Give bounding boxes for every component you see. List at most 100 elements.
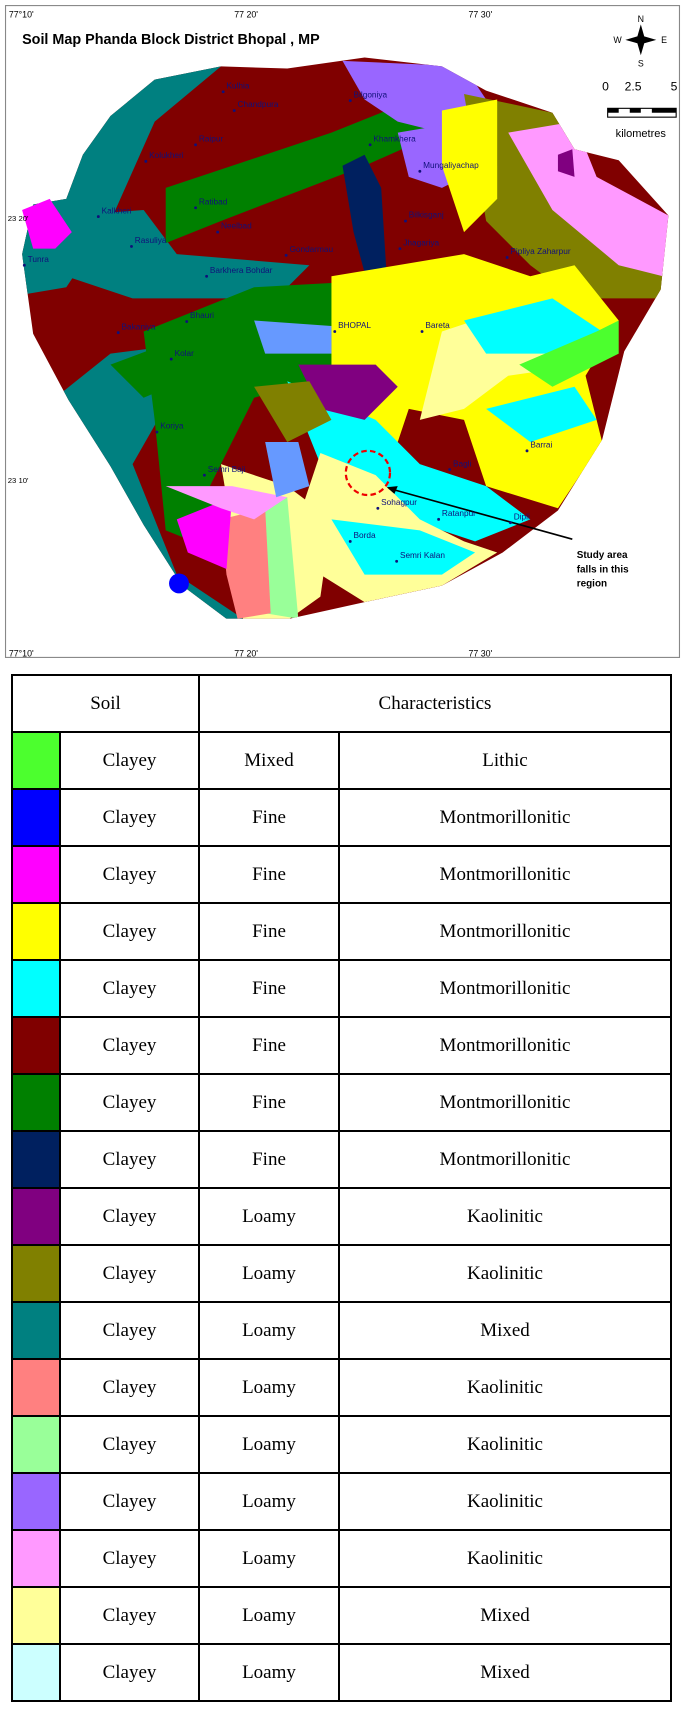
swatch-cell — [11, 959, 61, 1018]
latitude-label: 23 20' — [8, 214, 29, 223]
legend-cell: Loamy — [198, 1301, 340, 1360]
legend-cell: Loamy — [198, 1187, 340, 1246]
legend-cell: Montmorillonitic — [338, 1016, 672, 1075]
place-dot — [398, 247, 402, 251]
longitude-label: 77 20' — [234, 10, 258, 20]
legend-cell: Clayey — [59, 1244, 200, 1303]
longitude-label: 77°10' — [9, 10, 34, 20]
longitude-label: 77°10' — [9, 648, 34, 658]
place-dot — [216, 230, 220, 234]
place-label: Bhauri — [190, 311, 214, 320]
legend-cell: Clayey — [59, 731, 200, 790]
header-cell: Soil — [11, 674, 200, 733]
color-swatch — [13, 904, 59, 959]
legend-row: Clayey Loamy Mixed — [11, 1586, 672, 1645]
place-dot — [420, 330, 424, 333]
legend-cell: Clayey — [59, 902, 200, 961]
legend-table: Soil Characteristics Clayey Mixed Lithic Cl… — [11, 674, 672, 1702]
color-swatch — [13, 1645, 59, 1700]
legend-cell: Clayey — [59, 1073, 200, 1132]
color-swatch — [13, 1474, 59, 1529]
place-label: Gondarmau — [289, 245, 333, 254]
place-dot — [525, 449, 529, 453]
legend-cell: Clayey — [59, 959, 200, 1018]
place-label: Sohagpur — [381, 498, 417, 507]
place-dot — [333, 330, 337, 333]
place-label: Chandpura — [238, 100, 279, 109]
legend-cell: Montmorillonitic — [338, 845, 672, 904]
place-label: Dipli — [514, 512, 530, 521]
place-dot — [348, 99, 352, 103]
scale-bar — [651, 108, 677, 113]
place-dot — [418, 169, 422, 173]
place-dot — [376, 506, 380, 510]
legend-row: Clayey Loamy Kaolinitic — [11, 1529, 672, 1588]
place-dot — [116, 331, 120, 335]
legend-cell: Clayey — [59, 1643, 200, 1702]
place-dot — [368, 143, 372, 147]
legend-cell: Clayey — [59, 1358, 200, 1417]
place-dot — [395, 559, 399, 563]
swatch-cell — [11, 1529, 61, 1588]
legend-row: Clayey Loamy Kaolinitic — [11, 1187, 672, 1246]
legend-row: Clayey Loamy Kaolinitic — [11, 1244, 672, 1303]
legend-cell: Montmorillonitic — [338, 1073, 672, 1132]
place-label: Bagli — [453, 459, 472, 468]
place-label: Bareta — [425, 321, 450, 330]
swatch-cell — [11, 731, 61, 790]
place-dot — [130, 244, 133, 248]
scale-bar — [629, 108, 641, 113]
color-swatch — [13, 1246, 59, 1301]
legend-row: Clayey Fine Montmorillonitic — [11, 845, 672, 904]
legend-row: Clayey Loamy Kaolinitic — [11, 1358, 672, 1417]
place-label: Neelbad — [221, 222, 252, 231]
legend-cell: Clayey — [59, 1187, 200, 1246]
place-dot — [169, 357, 173, 361]
legend-cell: Clayey — [59, 1130, 200, 1189]
place-dot — [284, 253, 288, 257]
region-patch — [22, 198, 72, 249]
legend-row: Clayey Loamy Kaolinitic — [11, 1415, 672, 1474]
color-swatch — [13, 1531, 59, 1586]
color-swatch — [13, 733, 59, 788]
longitude-label: 77 20' — [234, 648, 258, 658]
place-dot — [194, 206, 197, 210]
scale-unit: kilometres — [616, 128, 667, 140]
legend-row: Clayey Fine Montmorillonitic — [11, 1073, 672, 1132]
color-swatch — [13, 1075, 59, 1130]
longitude-label: 77 30' — [468, 648, 492, 658]
compass — [625, 24, 657, 56]
scale-tick: 2.5 — [625, 80, 642, 94]
legend-row: Clayey Fine Montmorillonitic — [11, 788, 672, 847]
legend-cell: Montmorillonitic — [338, 902, 672, 961]
place-label: Kalkheri — [102, 206, 132, 215]
color-swatch — [13, 790, 59, 845]
legend-row: Clayey Loamy Mixed — [11, 1643, 672, 1702]
place-label: Semri Kalan — [400, 551, 445, 560]
legend-row: Clayey Mixed Lithic — [11, 731, 672, 790]
scale-bar — [607, 108, 619, 113]
legend-cell: Loamy — [198, 1358, 340, 1417]
legend-cell: Clayey — [59, 1529, 200, 1588]
place-label: Pipliya Zaharpur — [510, 247, 570, 256]
legend-cell: Clayey — [59, 845, 200, 904]
legend-cell: Clayey — [59, 1016, 200, 1075]
legend-cell: Mixed — [338, 1643, 672, 1702]
legend-cell: Fine — [198, 1073, 340, 1132]
legend-cell: Lithic — [338, 731, 672, 790]
color-swatch — [13, 1303, 59, 1358]
swatch-cell — [11, 1187, 61, 1246]
place-label: Koriya — [160, 422, 184, 431]
legend-cell: Fine — [198, 845, 340, 904]
region-patch — [557, 149, 575, 177]
place-dot — [205, 274, 209, 278]
legend-cell: Mixed — [338, 1586, 672, 1645]
swatch-cell — [11, 1358, 61, 1417]
legend-row: Clayey Fine Montmorillonitic — [11, 902, 672, 961]
legend-cell: Kaolinitic — [338, 1472, 672, 1531]
compass-s: S — [638, 58, 644, 68]
legend-cell: Montmorillonitic — [338, 959, 672, 1018]
place-label: Semri Baji — [208, 465, 246, 474]
swatch-cell — [11, 1016, 61, 1075]
